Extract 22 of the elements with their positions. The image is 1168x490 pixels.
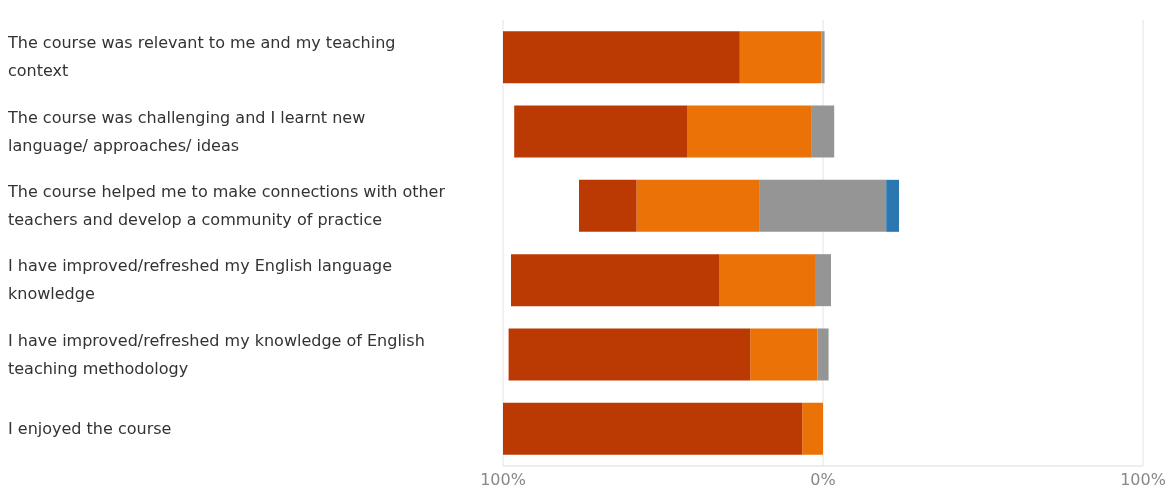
bar <box>579 179 637 232</box>
y-tick-label: I have improved/refreshed my English language knowledge <box>8 255 393 303</box>
bar <box>886 179 899 232</box>
bar <box>739 31 822 84</box>
bar <box>508 328 751 381</box>
y-tick-label: The course was challenging and I learnt new language/ approaches/ ideas <box>7 107 366 154</box>
y-tick-label: I have improved/refreshed my knowledge of English teaching methodology <box>8 330 425 377</box>
bar <box>636 179 760 232</box>
x-tick-label: 0% <box>810 470 836 490</box>
x-tick-label: 100% <box>1120 470 1166 490</box>
y-tick-label: The course was relevant to me and my teaching context <box>7 32 396 80</box>
bar <box>802 402 823 455</box>
y-tick-label: The course helped me to make connections with other teachers and develop a community of practice <box>7 181 446 229</box>
bar <box>514 105 687 158</box>
y-tick-label: I enjoyed the course <box>8 418 172 438</box>
bar <box>503 31 740 84</box>
x-tick-label: 100% <box>480 470 526 490</box>
bar <box>687 105 812 158</box>
bar <box>719 254 815 307</box>
bar <box>750 328 818 381</box>
bar <box>511 254 719 307</box>
bar <box>503 402 803 455</box>
